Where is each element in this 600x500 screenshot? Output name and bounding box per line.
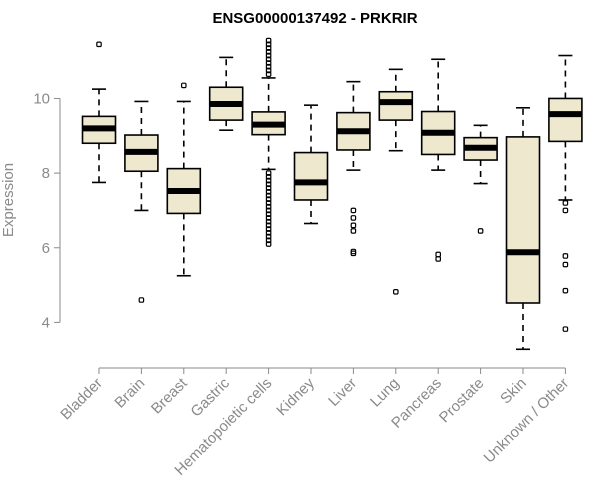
outlier-point [265, 56, 272, 63]
outlier-point [181, 82, 187, 89]
outlier-point [265, 226, 272, 232]
boxes-group [81, 37, 583, 351]
y-axis-label: Expression [0, 163, 17, 237]
x-tick-label: Skin [497, 375, 530, 408]
outlier-point [265, 196, 272, 203]
outlier-point [265, 203, 272, 210]
outlier-point [562, 200, 569, 206]
x-tick-label: Prostate [436, 375, 488, 427]
outlier-point [265, 207, 272, 214]
outlier-point [265, 185, 272, 191]
outlier-point [265, 63, 272, 70]
outlier-point [265, 188, 272, 195]
box-prostate [463, 124, 498, 234]
box-unknown-other [548, 54, 583, 332]
x-tick-label: Lung [367, 375, 403, 411]
outlier-point [265, 48, 272, 55]
y-tick-label: 4 [42, 314, 50, 331]
outlier-point [265, 60, 272, 66]
outlier-point [265, 52, 272, 59]
outlier-point [265, 215, 272, 221]
outlier-point [265, 222, 272, 229]
x-tick-label: Kidney [273, 374, 318, 419]
outlier-point [350, 207, 357, 214]
box-kidney [293, 104, 329, 225]
box-hematopoietic-cells [251, 37, 286, 247]
outlier-point [96, 41, 102, 48]
x-tick-label: Breast [148, 374, 191, 417]
outlier-point [265, 170, 272, 176]
outlier-point [435, 251, 442, 258]
outlier-point [265, 230, 272, 236]
outlier-point [265, 200, 272, 206]
y-tick-label: 6 [42, 240, 50, 257]
outlier-point [350, 228, 357, 234]
x-tick-label: Liver [325, 375, 360, 410]
iqr-box [505, 136, 541, 304]
y-axis: 4 6 8 10 [33, 90, 61, 331]
outlier-point [477, 228, 484, 234]
outlier-point [265, 237, 272, 244]
outlier-point [265, 181, 272, 188]
outlier-point [562, 261, 569, 268]
outlier-point [350, 248, 357, 255]
y-tick-label: 8 [42, 165, 50, 182]
outlier-point [265, 192, 272, 199]
outlier-point [435, 256, 442, 262]
box-skin [505, 106, 541, 351]
outlier-point [562, 253, 569, 259]
box-breast [166, 82, 202, 277]
outlier-point [562, 207, 569, 214]
outlier-point [350, 215, 357, 221]
outlier-point [265, 71, 272, 77]
iqr-box [548, 97, 583, 143]
iqr-box [378, 90, 414, 121]
iqr-box [293, 151, 329, 201]
y-tick-label: 10 [33, 90, 50, 107]
outlier-point [265, 67, 272, 74]
chart-title: ENSG00000137492 - PRKRIR [212, 10, 417, 27]
x-tick-label: Brain [111, 375, 148, 412]
outlier-point [265, 233, 272, 240]
outlier-point [393, 289, 399, 295]
outlier-point [265, 211, 272, 217]
box-pancreas [420, 58, 456, 262]
outlier-point [562, 326, 569, 332]
outlier-point [350, 222, 357, 229]
outlier-point [265, 37, 272, 44]
outlier-point [265, 174, 272, 180]
outlier-point [138, 297, 145, 303]
outlier-point [265, 177, 272, 184]
box-brain [124, 100, 159, 303]
outlier-point [562, 287, 569, 294]
box-gastric [208, 56, 244, 131]
x-tick-label: Bladder [57, 375, 106, 424]
outlier-point [265, 218, 272, 225]
outlier-point [265, 45, 272, 51]
outlier-point [265, 241, 272, 247]
box-liver [336, 80, 371, 257]
box-bladder [81, 41, 117, 184]
outlier-point [265, 41, 272, 48]
box-lung [378, 68, 414, 295]
